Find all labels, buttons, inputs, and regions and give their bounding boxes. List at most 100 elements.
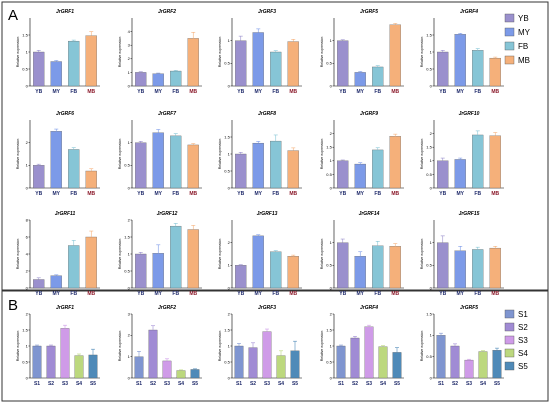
y-axis-label: Relative expression bbox=[218, 331, 222, 362]
bar-mb bbox=[85, 236, 97, 289]
x-tick-label: FB bbox=[70, 191, 77, 197]
chart-title: JrGRF15 bbox=[459, 211, 480, 217]
bar-mb bbox=[287, 41, 299, 87]
x-tick-label: MY bbox=[457, 291, 465, 297]
bar-mb bbox=[389, 24, 401, 87]
chart-b-jrgrf5: JrGRF5 Relative expression 0 0.5 1 1.5 S1 S2 S3 S… bbox=[420, 305, 504, 387]
charts-layer: JrGRF1 Relative expression 0 0.5 1 1.5 YB MY FB M… bbox=[16, 9, 504, 387]
chart-a-jrgrf7: JrGRF7 Relative expression 0 0.5 1 YB MY FB MB bbox=[118, 111, 202, 197]
y-tick-label: 0 bbox=[128, 285, 131, 290]
y-tick-label: 0.5 bbox=[326, 263, 332, 268]
x-tick-label: MB bbox=[391, 291, 399, 297]
y-tick-label: 8 bbox=[26, 217, 29, 222]
bar-mb bbox=[287, 256, 299, 289]
x-tick-label: FB bbox=[272, 191, 279, 197]
bar-mb bbox=[489, 135, 501, 189]
x-tick-label: YB bbox=[339, 191, 346, 197]
bar-mb bbox=[85, 35, 97, 87]
bar-s3 bbox=[262, 331, 272, 379]
y-axis-label: Relative expression bbox=[420, 239, 424, 270]
y-axis-label: Relative expression bbox=[320, 331, 324, 362]
bar-s3 bbox=[464, 359, 474, 379]
y-tick-label: 1 bbox=[128, 251, 131, 256]
bar-mb bbox=[389, 246, 401, 289]
chart-a-jrgrf1: JrGRF1 Relative expression 0 0.5 1 1.5 YB MY FB M… bbox=[16, 9, 100, 95]
y-tick-label: 1 bbox=[128, 70, 131, 75]
bar-s5 bbox=[392, 352, 402, 379]
x-tick-label: S1 bbox=[438, 381, 444, 387]
legend-swatch-s5 bbox=[504, 361, 515, 371]
x-tick-label: MB bbox=[391, 191, 399, 197]
legend-label-s3: S3 bbox=[518, 336, 528, 345]
x-tick-label: MB bbox=[87, 191, 95, 197]
x-tick-label: MY bbox=[457, 191, 465, 197]
legend-swatch-s1 bbox=[504, 309, 515, 319]
chart-a-jrgrf14: JrGRF14 Relative expression 0 0.5 1 YB MY FB MB bbox=[320, 211, 404, 297]
x-tick-label: S3 bbox=[366, 381, 372, 387]
bar-mb bbox=[187, 144, 199, 189]
y-tick-label: 0 bbox=[26, 83, 29, 88]
chart-a-jrgrf5: JrGRF5 Relative expression 0 0.5 1 YB MY FB MB bbox=[320, 9, 404, 95]
y-tick-label: 2 bbox=[128, 333, 131, 338]
x-tick-label: MY bbox=[357, 191, 365, 197]
y-tick-label: 4 bbox=[26, 251, 29, 256]
bar-fb bbox=[68, 245, 80, 289]
bar-fb bbox=[472, 134, 484, 189]
x-tick-label: S2 bbox=[352, 381, 358, 387]
chart-title: JrGRF4 bbox=[360, 305, 378, 311]
bar-my bbox=[454, 250, 466, 289]
y-tick-label: 1.5 bbox=[426, 145, 432, 150]
bar-my bbox=[454, 34, 466, 87]
chart-title: JrGRF9 bbox=[360, 111, 378, 117]
x-tick-label: MB bbox=[289, 191, 297, 197]
y-tick-label: 2 bbox=[330, 311, 333, 316]
y-tick-label: 0 bbox=[128, 83, 131, 88]
x-tick-label: S1 bbox=[34, 381, 40, 387]
bar-s1 bbox=[234, 345, 244, 379]
chart-title: JrGRF8 bbox=[258, 111, 276, 117]
x-tick-label: S2 bbox=[250, 381, 256, 387]
y-tick-label: 1 bbox=[228, 38, 231, 43]
x-tick-label: S1 bbox=[236, 381, 242, 387]
x-tick-label: FB bbox=[70, 89, 77, 95]
bar-my bbox=[50, 275, 62, 289]
bar-fb bbox=[472, 50, 484, 87]
chart-title: JrGRF1 bbox=[56, 305, 74, 311]
x-tick-label: FB bbox=[272, 291, 279, 297]
bar-fb bbox=[270, 140, 282, 189]
x-tick-label: MB bbox=[391, 89, 399, 95]
bar-my bbox=[354, 72, 366, 87]
bar-yb bbox=[337, 160, 349, 189]
bar-yb bbox=[337, 40, 349, 87]
bar-s2 bbox=[350, 337, 360, 379]
x-tick-label: FB bbox=[374, 291, 381, 297]
x-tick-label: YB bbox=[35, 191, 42, 197]
bar-my bbox=[252, 32, 264, 87]
bar-fb bbox=[68, 149, 80, 189]
y-tick-label: 0 bbox=[430, 375, 433, 380]
x-tick-label: S3 bbox=[62, 381, 68, 387]
chart-title: JrGRF5 bbox=[360, 9, 378, 15]
x-tick-label: FB bbox=[172, 291, 179, 297]
y-tick-label: 0 bbox=[430, 185, 433, 190]
y-tick-label: 1 bbox=[330, 158, 333, 163]
bar-fb bbox=[270, 51, 282, 87]
y-axis-label: Relative expression bbox=[16, 331, 20, 362]
x-tick-label: MY bbox=[255, 89, 263, 95]
chart-a-jrgrf13: JrGRF13 Relative expression 0 1 2 YB MY FB MB bbox=[218, 211, 302, 297]
bar-fb bbox=[372, 149, 384, 189]
y-tick-label: 0.5 bbox=[426, 172, 432, 177]
y-tick-label: 0.5 bbox=[326, 172, 332, 177]
x-tick-label: MB bbox=[87, 89, 95, 95]
y-tick-label: 2 bbox=[128, 217, 131, 222]
y-tick-label: 0.5 bbox=[224, 359, 230, 364]
bar-yb bbox=[135, 253, 147, 289]
x-tick-label: MB bbox=[189, 191, 197, 197]
y-tick-label: 1 bbox=[228, 151, 231, 156]
x-tick-label: FB bbox=[374, 191, 381, 197]
y-axis-label: Relative expression bbox=[16, 139, 20, 170]
x-tick-label: MY bbox=[155, 291, 163, 297]
x-tick-label: S3 bbox=[466, 381, 472, 387]
y-axis-label: Relative expression bbox=[320, 37, 324, 68]
legend-swatch-yb bbox=[504, 13, 515, 23]
